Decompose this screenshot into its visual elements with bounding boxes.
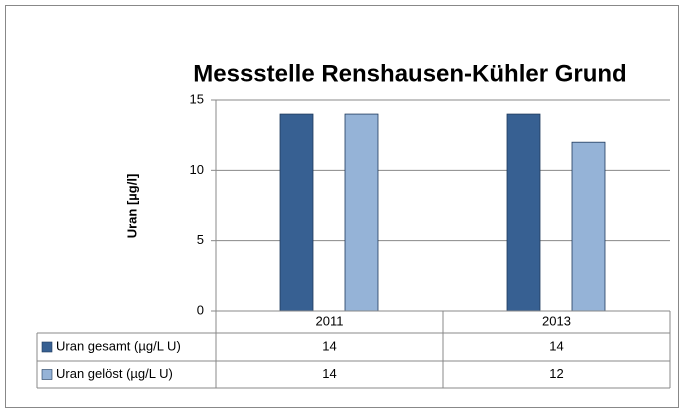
x-tick-label: 2011 (316, 313, 344, 328)
table-value: 12 (549, 366, 563, 381)
bar (344, 113, 379, 312)
bar (571, 141, 606, 312)
x-tick-label: 2013 (542, 313, 571, 328)
bar (506, 113, 541, 312)
legend-swatch (41, 369, 53, 380)
bar (279, 113, 314, 312)
y-tick-label: 0 (197, 302, 204, 317)
legend-label: Uran gelöst (µg/L U) (56, 366, 173, 381)
chart-border (5, 5, 679, 408)
y-axis-label: Uran [µg/l] (124, 174, 139, 239)
legend-label: Uran gesamt (µg/L U) (56, 338, 181, 353)
table-value: 14 (549, 338, 563, 353)
y-tick-label: 15 (190, 91, 204, 106)
legend-swatch (41, 341, 53, 353)
y-tick-label: 5 (197, 232, 204, 247)
chart-title: Messstelle Renshausen-Kühler Grund (193, 60, 626, 87)
table-value: 14 (322, 338, 336, 353)
y-tick-label: 10 (190, 162, 204, 177)
table-value: 14 (322, 366, 336, 381)
